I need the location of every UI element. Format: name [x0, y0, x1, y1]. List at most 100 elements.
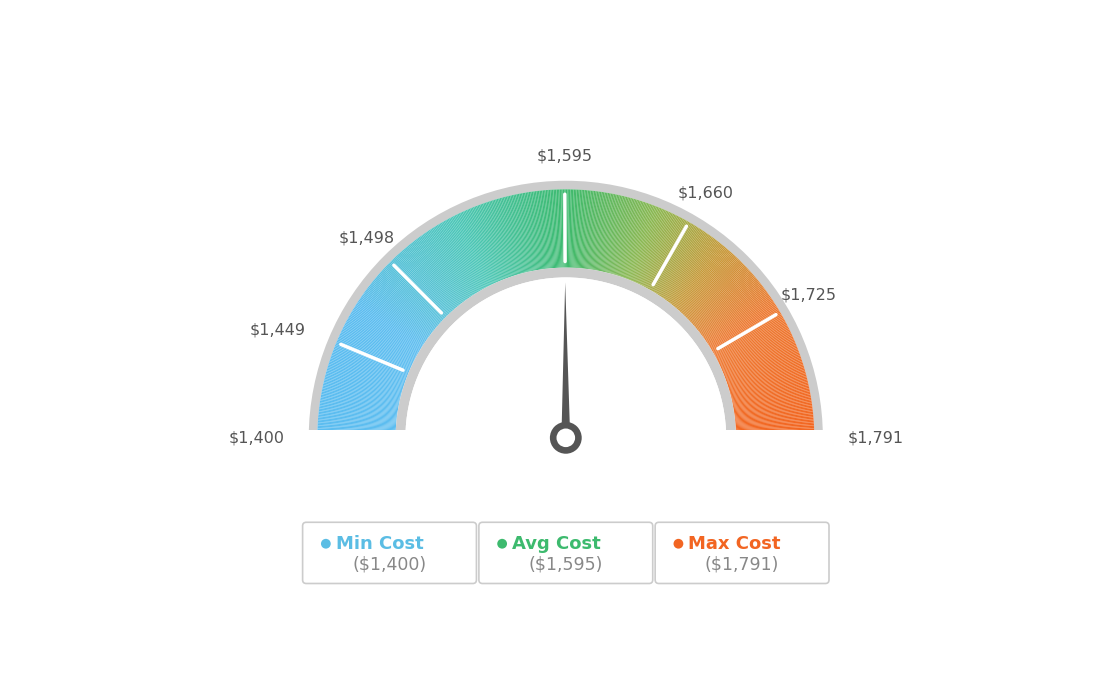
- Wedge shape: [338, 337, 410, 371]
- Wedge shape: [321, 390, 399, 406]
- Wedge shape: [614, 199, 638, 275]
- Wedge shape: [645, 218, 682, 288]
- Wedge shape: [353, 307, 421, 349]
- Wedge shape: [675, 247, 726, 308]
- Wedge shape: [683, 258, 739, 315]
- Wedge shape: [507, 196, 527, 273]
- Wedge shape: [650, 222, 691, 290]
- Wedge shape: [719, 329, 790, 364]
- Wedge shape: [523, 193, 538, 270]
- Wedge shape: [371, 282, 434, 332]
- Wedge shape: [652, 224, 693, 292]
- Wedge shape: [730, 370, 805, 393]
- Wedge shape: [322, 386, 400, 404]
- Wedge shape: [449, 218, 487, 288]
- Wedge shape: [583, 190, 592, 268]
- Wedge shape: [355, 305, 422, 348]
- Wedge shape: [710, 306, 777, 348]
- Wedge shape: [395, 255, 450, 314]
- Wedge shape: [712, 311, 781, 352]
- Wedge shape: [361, 295, 426, 342]
- Wedge shape: [319, 406, 397, 417]
- Wedge shape: [678, 250, 730, 310]
- Wedge shape: [358, 301, 424, 345]
- Wedge shape: [623, 204, 650, 277]
- Wedge shape: [635, 210, 667, 282]
- Wedge shape: [697, 278, 757, 329]
- Wedge shape: [729, 366, 804, 389]
- Wedge shape: [686, 262, 743, 318]
- Wedge shape: [714, 317, 784, 356]
- Wedge shape: [673, 246, 724, 306]
- FancyBboxPatch shape: [655, 522, 829, 584]
- Wedge shape: [732, 385, 809, 403]
- Wedge shape: [705, 295, 771, 342]
- Wedge shape: [325, 377, 401, 397]
- Wedge shape: [720, 331, 790, 366]
- Wedge shape: [679, 253, 732, 312]
- Wedge shape: [731, 377, 807, 397]
- Wedge shape: [381, 271, 439, 324]
- Wedge shape: [318, 421, 396, 427]
- Wedge shape: [329, 361, 404, 386]
- Wedge shape: [359, 299, 424, 344]
- Wedge shape: [735, 417, 814, 425]
- Wedge shape: [584, 190, 594, 268]
- Wedge shape: [341, 331, 412, 366]
- Wedge shape: [518, 194, 534, 271]
- Wedge shape: [412, 241, 461, 304]
- Text: ($1,400): ($1,400): [352, 555, 426, 574]
- Wedge shape: [728, 359, 803, 385]
- Wedge shape: [490, 201, 516, 275]
- Wedge shape: [552, 190, 558, 268]
- Wedge shape: [672, 244, 723, 306]
- Wedge shape: [505, 197, 524, 273]
- Wedge shape: [660, 230, 704, 297]
- Wedge shape: [420, 236, 467, 300]
- Wedge shape: [724, 348, 798, 377]
- Wedge shape: [724, 346, 797, 376]
- Wedge shape: [522, 193, 537, 270]
- Wedge shape: [655, 226, 698, 293]
- Wedge shape: [619, 202, 646, 277]
- Wedge shape: [343, 326, 414, 362]
- Wedge shape: [326, 371, 402, 393]
- Wedge shape: [688, 264, 745, 319]
- Wedge shape: [710, 305, 776, 348]
- Wedge shape: [382, 270, 440, 324]
- Wedge shape: [646, 219, 684, 288]
- Wedge shape: [690, 268, 749, 322]
- Wedge shape: [318, 425, 396, 431]
- Wedge shape: [431, 229, 474, 295]
- Wedge shape: [709, 304, 776, 346]
- Wedge shape: [424, 233, 469, 298]
- Wedge shape: [495, 199, 518, 275]
- Wedge shape: [569, 189, 572, 268]
- Wedge shape: [669, 241, 718, 304]
- Wedge shape: [627, 206, 657, 279]
- Wedge shape: [450, 217, 488, 287]
- Wedge shape: [336, 342, 408, 373]
- Wedge shape: [510, 195, 529, 272]
- Wedge shape: [380, 273, 439, 325]
- Wedge shape: [649, 221, 688, 290]
- Wedge shape: [486, 202, 512, 277]
- Wedge shape: [708, 299, 773, 344]
- Wedge shape: [497, 199, 519, 275]
- Wedge shape: [534, 191, 545, 269]
- Wedge shape: [365, 289, 429, 337]
- Wedge shape: [733, 396, 811, 410]
- Wedge shape: [705, 297, 772, 342]
- Wedge shape: [703, 292, 767, 339]
- Wedge shape: [394, 257, 449, 315]
- Wedge shape: [701, 287, 764, 335]
- Wedge shape: [725, 349, 798, 378]
- Wedge shape: [572, 190, 576, 268]
- Wedge shape: [395, 268, 736, 438]
- Wedge shape: [433, 227, 476, 294]
- Wedge shape: [527, 192, 540, 270]
- Wedge shape: [509, 196, 528, 273]
- Wedge shape: [336, 344, 408, 374]
- Wedge shape: [602, 195, 620, 272]
- Wedge shape: [640, 215, 676, 285]
